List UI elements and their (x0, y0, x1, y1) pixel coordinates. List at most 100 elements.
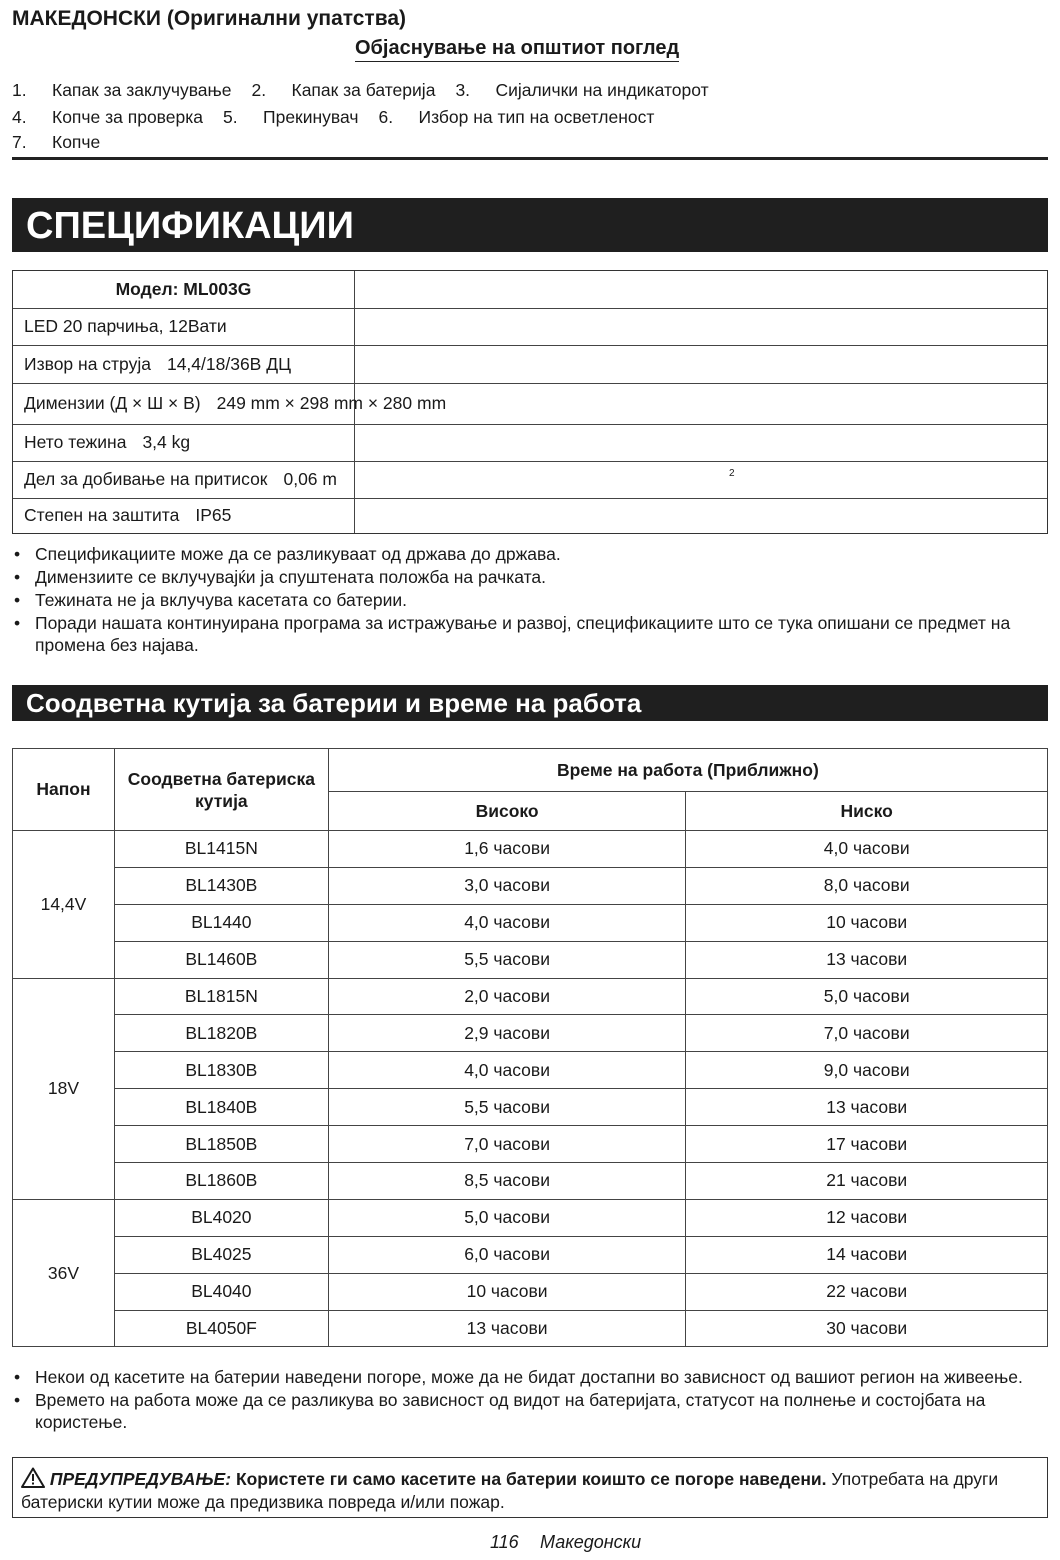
table-cell: 21 часови (685, 1162, 1048, 1200)
spec-cell (13, 425, 355, 461)
table-cell: 4,0 часови (327, 903, 687, 942)
table-cell: 10 часови (327, 1272, 687, 1311)
spec-text: Дел за добивање на притисок 0,06 m (24, 469, 337, 490)
spec-label: Извор на струја (24, 353, 151, 374)
battery-row: BL1840B 5,5 часови 13 часови (13, 1088, 1048, 1127)
spec-row: Нето тежина 3,4 kg (13, 424, 1047, 461)
table-cell: BL4040 (113, 1272, 329, 1311)
battery-row: BL4050F 13 часови 30 часови (13, 1309, 1048, 1348)
warning-box: ПРЕДУПРЕДУВАЊЕ: Користете ги само касети… (12, 1457, 1048, 1518)
table-cell: 13 часови (327, 1309, 687, 1348)
table-cell: BL1840B (113, 1088, 329, 1127)
table-cell: BL1860B (113, 1162, 329, 1200)
spec-cell (13, 346, 355, 383)
table-cell: 8,5 часови (327, 1162, 687, 1200)
table-cell: 5,0 часови (685, 977, 1048, 1016)
spec-row: Извор на струја 14,4/18/36В ДЦ (13, 345, 1047, 383)
table-cell: 2,0 часови (327, 977, 687, 1016)
bullet-note: Димензиите се вклучувајќи ја спуштената … (14, 566, 1035, 588)
table-cell: 14 часови (685, 1235, 1048, 1274)
spec-text: Нето тежина 3,4 kg (24, 432, 190, 453)
table-cell: BL4025 (113, 1235, 329, 1274)
table-cell: 7,0 часови (685, 1014, 1048, 1053)
warning-text: Употребата на други батериски кутии може… (21, 1469, 999, 1512)
table-cell: 6,0 часови (327, 1235, 687, 1274)
battery-row: 36V BL4020 5,0 часови 12 часови (12, 1198, 1048, 1348)
spec-value: 249 mm × 298 mm × 280 mm (216, 393, 447, 413)
battery-row: BL4040 10 часови 22 часови (13, 1272, 1048, 1311)
spec-cell (13, 271, 355, 308)
item-label: Сијалички на индикаторот (495, 80, 709, 100)
spec-superscript: 2 (729, 468, 735, 479)
bullet-note: Некои од касетите на батерии наведени по… (14, 1366, 1035, 1388)
section-banner: СПЕЦИФИКАЦИИ (12, 198, 1048, 252)
item-label: Копче (52, 132, 101, 152)
item-number: 4. (12, 107, 27, 127)
header-cell: Напон (12, 748, 115, 831)
spec-text: Димензии (Д × Ш × В) 249 mm × 298 mm × 28… (24, 393, 446, 414)
table-cell: 13 часови (685, 1088, 1048, 1127)
spec-label: Нето тежина (24, 432, 127, 452)
table-cell: 5,5 часови (327, 940, 687, 979)
battery-row: BL1460B 5,5 часови 13 часови (13, 940, 1048, 979)
spec-label: Димензии (Д × Ш × В) (24, 393, 201, 413)
table-cell: 8,0 часови (685, 866, 1048, 905)
header-row: Високо Ниско (13, 791, 1048, 831)
warning-icon (21, 1467, 45, 1488)
battery-row: BL1850B 7,0 часови 17 часови (13, 1125, 1048, 1164)
spec-text: Извор на струја 14,4/18/36В ДЦ (24, 354, 291, 375)
battery-row: BL1430B 3,0 часови 8,0 часови (13, 866, 1048, 905)
table-cell: 3,0 часови (327, 866, 687, 905)
table-cell: 5,0 часови (327, 1198, 687, 1237)
item-label: Капак за батерија (291, 80, 436, 100)
table-cell: BL4050F (113, 1309, 329, 1348)
bullet-note: Спецификациите може да се разликуваат од… (14, 543, 1035, 565)
spec-cell (13, 462, 355, 498)
spec-row: Дел за добивање на притисок 0,06 m 2 (13, 461, 1047, 498)
table-cell: 22 часови (685, 1272, 1048, 1311)
header-row: Напон Соодветна батериска кутија Време на … (12, 748, 1049, 831)
battery-row: BL1830B 4,0 часови 9,0 часови (13, 1051, 1048, 1090)
spec-text: LED 20 парчиња, 12Вати (24, 316, 227, 337)
section-banner: Соодветна кутија за батерии и време на р… (12, 685, 1048, 721)
spec-label: Степен на заштита (24, 505, 180, 525)
header-cell: Време на работа (Приближно) (327, 748, 1049, 792)
spec-table: Модел: ML003G LED 20 парчиња, 12Вати Извор… (12, 270, 1048, 534)
table-cell: BL1820B (113, 1014, 329, 1053)
table-cell: BL4020 (113, 1198, 329, 1237)
spec-row: Димензии (Д × Ш × В) 249 mm × 298 mm × 28… (13, 383, 1047, 424)
item-number: 5. (223, 107, 238, 127)
table-cell: BL1430B (113, 866, 329, 905)
item-number: 7. (12, 132, 27, 152)
spec-label: LED 20 парчиња, 12Вати (24, 316, 227, 336)
divider (12, 157, 1048, 160)
table-cell: BL1850B (113, 1125, 329, 1164)
table-cell: 5,5 часови (327, 1088, 687, 1127)
table-cell: 7,0 часови (327, 1125, 687, 1164)
overview-row: 4. Копче за проверка 5. Прекинувач 6. Избор н… (12, 107, 674, 128)
page-header: МАКЕДОНСКИ (Оригинални упатства) (12, 7, 407, 30)
voltage-cell: 18V (12, 977, 115, 1200)
battery-row: BL1440 4,0 часови 10 часови (13, 903, 1048, 942)
item-number: 6. (378, 107, 394, 127)
table-cell: BL1415N (113, 830, 329, 868)
spec-cell (13, 384, 355, 424)
item-number: 1. (12, 80, 27, 100)
voltage-cell: 14,4V (12, 830, 115, 979)
item-label: Прекинувач (263, 107, 359, 127)
spec-row: Модел: ML003G (13, 271, 1047, 308)
battery-row: BL1820B 2,9 часови 7,0 часови (13, 1014, 1048, 1053)
table-cell: 4,0 часови (327, 1051, 687, 1090)
table-cell: 13 часови (685, 940, 1048, 979)
table-cell: 10 часови (685, 903, 1048, 942)
battery-row: 14,4V BL1415N 1,6 часови 4,0 часови (12, 830, 1048, 979)
spec-value: 14,4/18/36В ДЦ (166, 353, 292, 374)
table-cell: 1,6 часови (327, 830, 687, 868)
bullet-note: Тежината не ја вклучува касетата со бате… (14, 589, 1035, 611)
spec-cell (13, 499, 355, 533)
spec-value: 3,4 kg (142, 432, 191, 452)
section-subtitle: Објаснување на општиот поглед (355, 37, 680, 62)
table-cell: BL1440 (113, 903, 329, 942)
spec-value: IP65 (195, 505, 232, 525)
